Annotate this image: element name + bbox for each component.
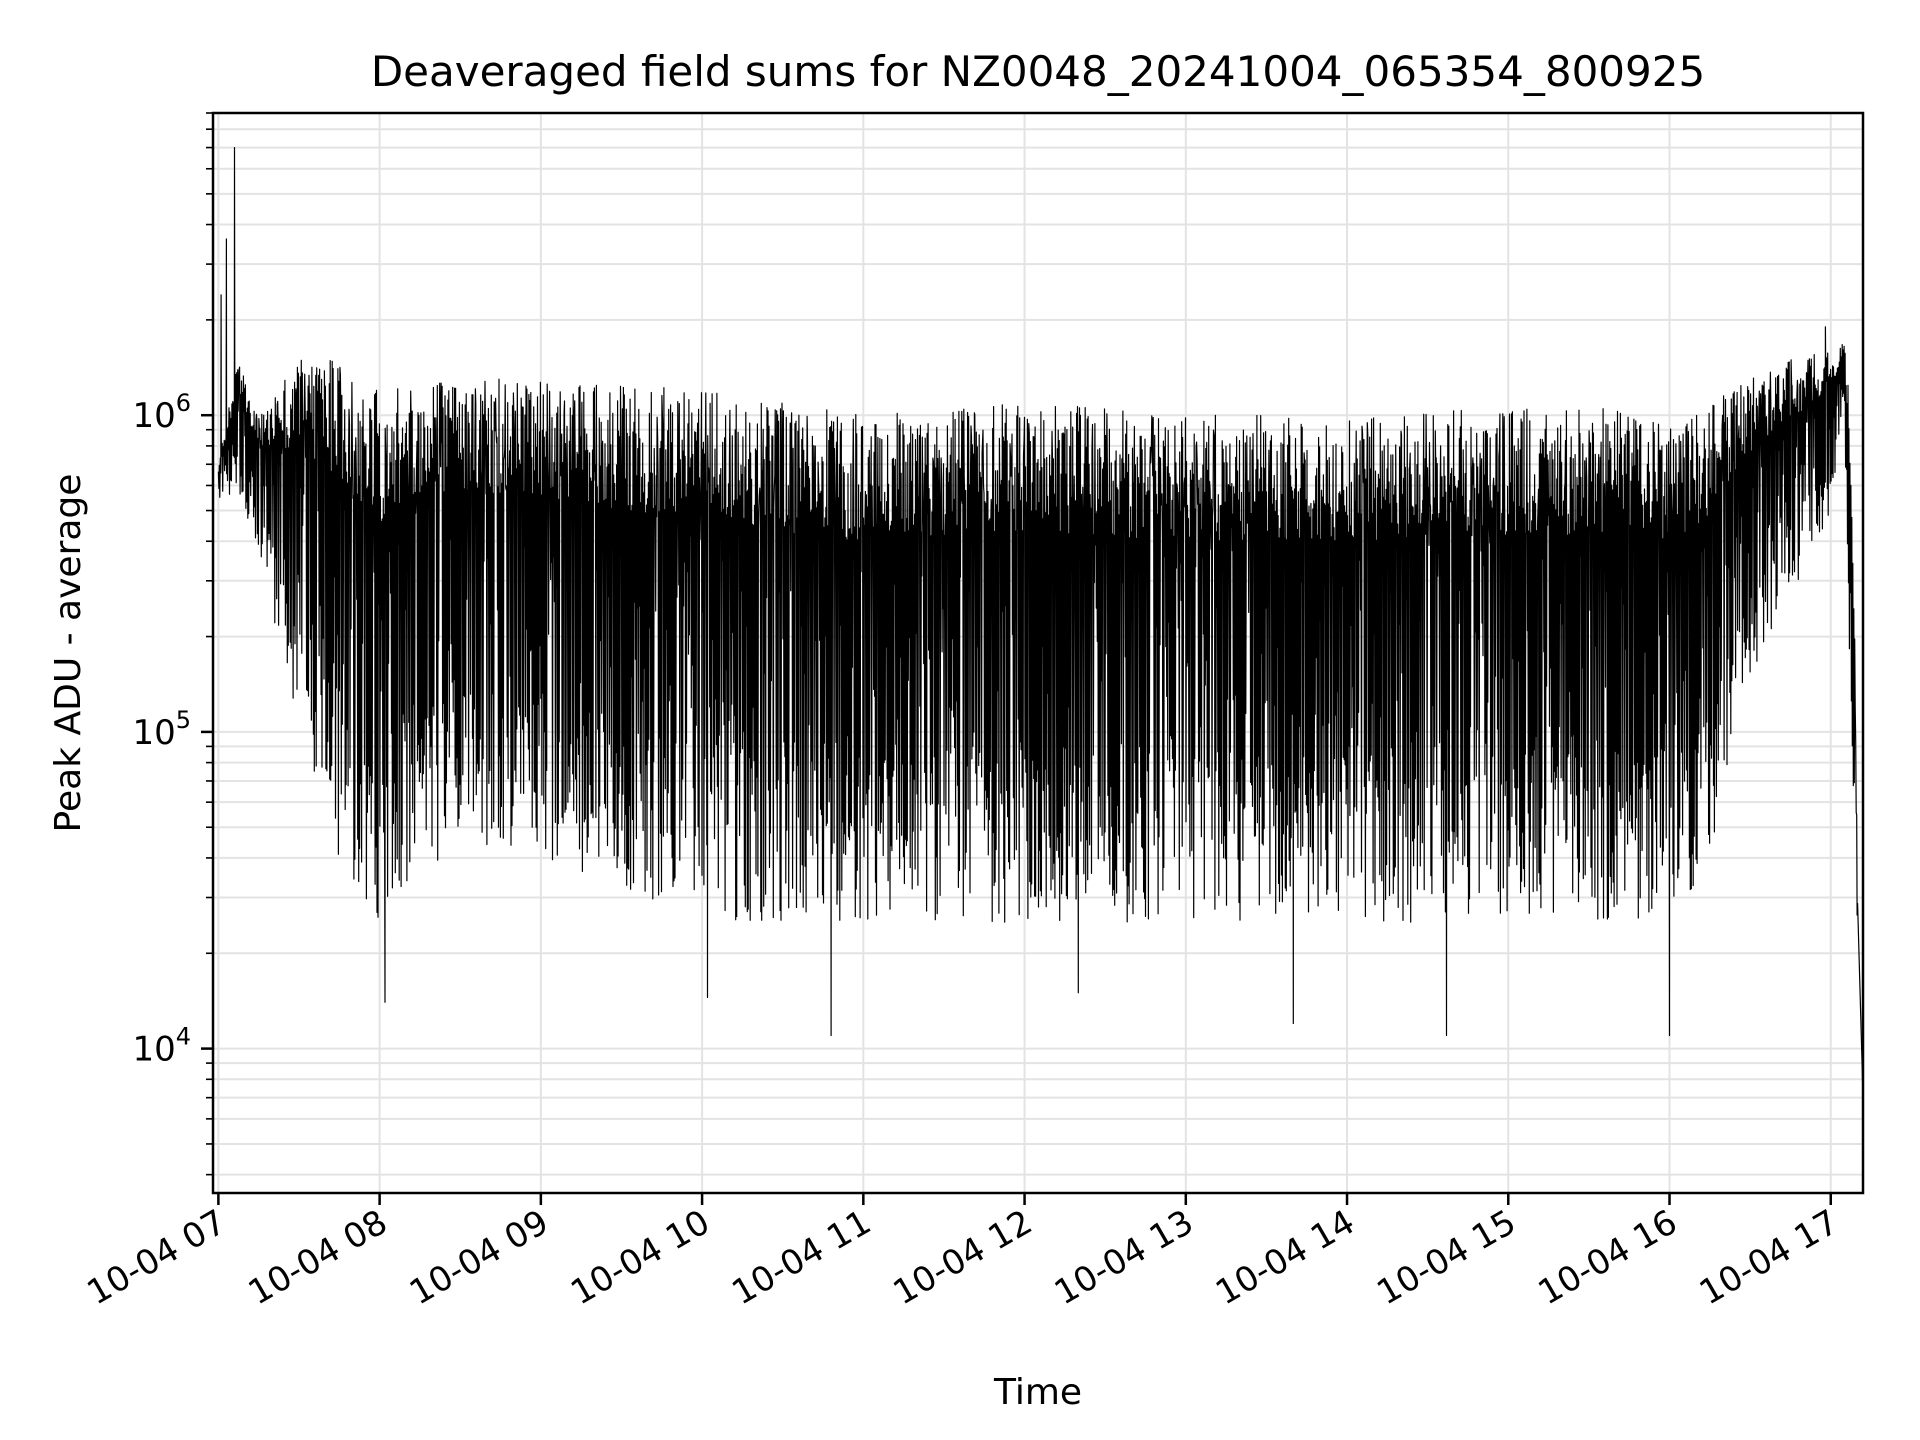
x-axis-label: Time <box>993 1372 1082 1413</box>
y-tick-label: 104 <box>132 1023 191 1070</box>
plot-frame <box>211 111 1865 1195</box>
series <box>217 147 1864 1098</box>
y-axis-label: Peak ADU - average <box>48 474 89 833</box>
y-tick-label: 105 <box>132 706 191 753</box>
chart-title: Deaveraged field sums for NZ0048_2024100… <box>371 47 1705 96</box>
y-axis: 104 105 106 <box>132 112 213 1176</box>
y-tick-label: 106 <box>132 389 191 436</box>
series-line <box>217 147 1864 1098</box>
